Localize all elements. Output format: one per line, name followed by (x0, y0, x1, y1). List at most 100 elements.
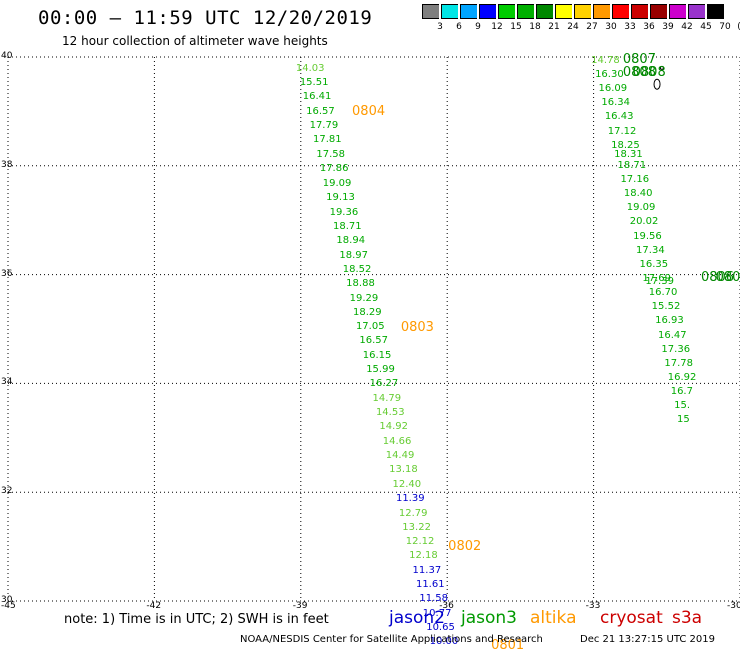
longitude-tick-label: -36 (439, 601, 454, 611)
wave-height-value: 17.58 (316, 148, 346, 160)
scale-label: 33 (624, 22, 636, 32)
scale-swatch (536, 4, 553, 19)
scale-swatch (517, 4, 534, 19)
wave-height-value: 10.65 (426, 621, 455, 633)
wave-height-value: 19.09 (626, 202, 656, 214)
scale-label: 45 (700, 22, 712, 32)
wave-height-value: 18.25 (611, 139, 640, 151)
scale-label: 18 (529, 22, 541, 32)
wave-height-value: 16.30 (595, 68, 624, 80)
wave-height-value: 12.18 (409, 550, 438, 562)
wave-height-value: 18.29 (353, 306, 382, 318)
wave-height-value: 10.77 (422, 607, 452, 619)
wave-height-value: 16.35 (639, 258, 669, 270)
scale-swatch (593, 4, 610, 19)
wave-height-value: 17.69 (642, 272, 672, 284)
legend-altika: altika (530, 608, 577, 628)
wave-height-value: 16.15 (362, 349, 392, 361)
wave-height-value: 16.57 (306, 105, 335, 117)
scale-label: 70 (719, 22, 731, 32)
longitude-tick-label: -42 (146, 601, 162, 611)
scale-label: 15 (510, 22, 522, 32)
wave-height-value: 16.27 (369, 377, 399, 389)
wave-height-value: 14.49 (385, 450, 415, 462)
wave-height-value: 13.22 (402, 522, 431, 534)
wave-height-value: 16.92 (667, 371, 697, 383)
wave-height-value: 12.12 (405, 536, 435, 548)
longitude-tick-label: -39 (292, 601, 308, 611)
wave-height-value: 14.79 (372, 392, 402, 404)
wave-height-value: 16.41 (302, 91, 332, 103)
wave-height-value: 17.86 (319, 163, 349, 175)
scale-label: 9 (475, 22, 481, 32)
scale-swatch (422, 4, 439, 19)
scale-label: 6 (456, 22, 462, 32)
scale-swatch (669, 4, 686, 19)
wave-height-value: 14.66 (382, 435, 412, 447)
wave-height-value: 16.57 (359, 334, 388, 346)
wave-height-value: 12.79 (398, 507, 428, 519)
island-outline (659, 65, 664, 70)
scale-label: 30 (605, 22, 617, 32)
wave-height-value: 17.34 (636, 244, 665, 256)
wave-height-value: 11.39 (395, 493, 425, 505)
wave-height-value: 15. (674, 400, 691, 412)
wave-height-value: 18.71 (617, 159, 647, 171)
latitude-tick-label: 40 (1, 51, 13, 61)
wave-height-value: 16.93 (655, 315, 684, 327)
legend-cryosat: cryosat (600, 608, 663, 628)
pass-time-label: 0808 (622, 65, 656, 81)
wave-height-value: 15.52 (651, 301, 681, 313)
wave-height-value: 19.36 (329, 206, 359, 218)
scale-swatch (479, 4, 496, 19)
pass-time-label: 0803 (400, 320, 434, 336)
wave-height-value: 13.18 (389, 464, 418, 476)
wave-height-value: 10.00 (429, 635, 459, 647)
wave-height-value: 17.39 (645, 276, 674, 288)
pass-time-label: 0804 (352, 104, 386, 120)
wave-height-value: 17.05 (355, 320, 385, 332)
page-title: 00:00 – 11:59 UTC 12/20/2019 (38, 7, 373, 29)
scale-label: 12 (491, 22, 503, 32)
scale-swatch (631, 4, 648, 19)
scale-label: 21 (548, 22, 560, 32)
scale-swatch (612, 4, 629, 19)
wave-height-value: 20.02 (629, 216, 659, 228)
wave-height-value: 18.31 (614, 149, 643, 161)
wave-height-value: 16.7 (670, 386, 693, 398)
scale-swatch (441, 4, 458, 19)
pass-time-label: 0808 (632, 65, 666, 81)
scale-swatch (650, 4, 667, 19)
scale-label: 42 (681, 22, 693, 32)
wave-height-value: 17.79 (309, 120, 339, 132)
wave-height-value: 19.29 (349, 292, 379, 304)
wave-height-value: 17.12 (607, 125, 637, 137)
pass-time-label: 0807 (622, 52, 656, 68)
wave-height-value: 16.09 (598, 83, 628, 95)
wave-height-value: 16.43 (604, 111, 634, 123)
latitude-tick-label: 36 (1, 268, 13, 279)
wave-height-value: 18.94 (336, 234, 366, 246)
wave-height-value: 18.52 (342, 263, 372, 275)
latitude-tick-label: 32 (1, 486, 13, 497)
scale-swatch (555, 4, 572, 19)
wave-height-value: 16.70 (648, 287, 678, 299)
longitude-tick-label: -33 (585, 601, 601, 611)
scale-swatch (688, 4, 705, 19)
footer-note: note: 1) Time is in UTC; 2) SWH is in fe… (64, 612, 329, 627)
wave-height-value: 19.56 (633, 230, 662, 242)
credit-line: NOAA/NESDIS Center for Satellite Applica… (240, 634, 543, 645)
longitude-tick-label: -45 (1, 601, 16, 611)
wave-height-value: 18.88 (346, 277, 375, 289)
wave-height-value: 19.09 (322, 177, 352, 189)
scale-swatch (574, 4, 591, 19)
wave-height-value: 17.16 (620, 173, 650, 185)
wave-height-value: 15.99 (366, 363, 395, 375)
wave-height-value: 16.34 (601, 97, 631, 109)
scale-swatch (460, 4, 477, 19)
wave-height-value: 18.40 (623, 188, 653, 200)
legend-jason2: jason2 (389, 608, 445, 628)
scale-label: 27 (586, 22, 598, 32)
page-subtitle: 12 hour collection of altimeter wave hei… (62, 34, 328, 48)
